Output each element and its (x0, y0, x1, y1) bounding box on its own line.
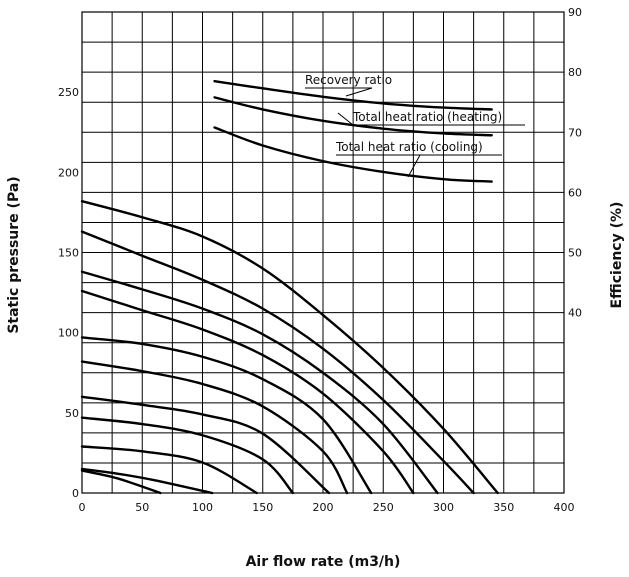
x-tick-label: 50 (135, 501, 149, 514)
curves (80, 79, 499, 495)
fan-curve-9 (80, 445, 258, 495)
series-label-3: Total heat ratio (cooling) (335, 140, 483, 154)
efficiency-curve-3 (213, 126, 493, 183)
y-left-axis-title: Static pressure (Pa) (6, 176, 22, 333)
fan-curve-5 (80, 336, 373, 495)
plot-frame (81, 11, 565, 494)
x-axis-title: Air flow rate (m3/h) (246, 554, 401, 570)
grid (82, 12, 564, 493)
plot-border (81, 11, 565, 494)
series-label-leader (345, 87, 373, 97)
y-left-tick-label: 0 (72, 487, 79, 500)
fan-curve-2 (80, 230, 475, 495)
fan-curve-10 (80, 467, 214, 495)
y-right-tick-label: 40 (568, 307, 582, 320)
x-tick-labels: 0 50 100 150 200 250 300 350 400 (79, 501, 575, 514)
y-left-tick-label: 150 (58, 247, 79, 260)
x-tick-label: 400 (554, 501, 575, 514)
x-tick-label: 250 (373, 501, 394, 514)
y-right-tick-labels: 40 50 60 70 80 90 (568, 6, 582, 320)
series-label-1: Recovery ratio (305, 73, 392, 87)
fan-curve-11 (80, 469, 162, 495)
x-tick-label: 350 (493, 501, 514, 514)
y-right-tick-label: 50 (568, 247, 582, 260)
y-right-axis-title: Efficiency (%) (609, 202, 625, 309)
y-left-tick-label: 250 (58, 86, 79, 99)
series-label-2: Total heat ratio (heating) (352, 110, 502, 124)
y-right-tick-label: 70 (568, 126, 582, 139)
efficiency-curve-1 (213, 79, 493, 111)
series-label-leader (337, 112, 354, 126)
series-label-leader (407, 154, 421, 178)
x-tick-label: 150 (252, 501, 273, 514)
x-tick-label: 200 (313, 501, 334, 514)
y-right-tick-label: 80 (568, 66, 582, 79)
fan-curve-3 (80, 270, 439, 495)
y-right-tick-label: 60 (568, 186, 582, 199)
y-right-tick-label: 90 (568, 6, 582, 19)
fan-curve-7 (80, 395, 331, 495)
fan-curve-1 (80, 199, 499, 495)
x-tick-label: 100 (192, 501, 213, 514)
y-left-tick-label: 50 (65, 407, 79, 420)
fan-curve-6 (80, 360, 349, 495)
x-tick-label: 0 (79, 501, 86, 514)
fan-curve-4 (80, 289, 415, 495)
y-left-tick-label: 100 (58, 327, 79, 340)
y-left-tick-labels: 0 50 100 150 200 250 (58, 86, 79, 500)
fan-curve-8 (80, 416, 295, 495)
x-tick-label: 300 (433, 501, 454, 514)
series-annotations: Recovery ratio Total heat ratio (heating)… (305, 73, 525, 178)
y-left-tick-label: 200 (58, 166, 79, 179)
